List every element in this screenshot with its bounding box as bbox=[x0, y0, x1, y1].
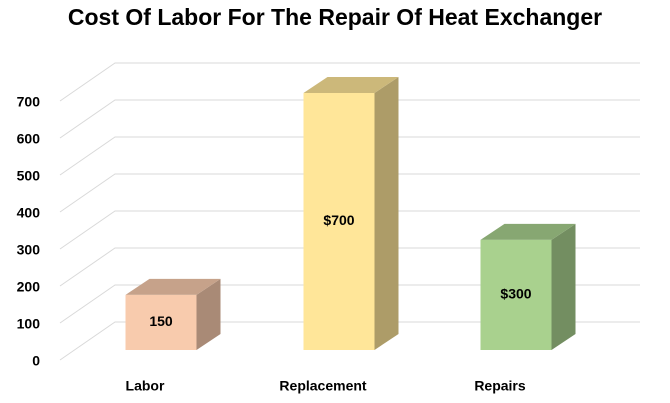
bar-side bbox=[374, 77, 399, 350]
chart-title: Cost Of Labor For The Repair Of Heat Exc… bbox=[68, 4, 602, 30]
grid-line bbox=[59, 321, 640, 361]
y-tick-label: 400 bbox=[17, 205, 41, 221]
x-tick-label: Labor bbox=[126, 378, 165, 394]
grid-line bbox=[59, 136, 640, 176]
y-tick-label: 600 bbox=[17, 131, 41, 147]
grid-line bbox=[59, 99, 640, 139]
bar bbox=[303, 93, 375, 350]
grid-line bbox=[59, 62, 640, 102]
bar-top bbox=[125, 278, 221, 295]
grid-line bbox=[59, 247, 640, 287]
x-tick-label: Repairs bbox=[474, 378, 526, 394]
y-tick-label: 200 bbox=[17, 279, 41, 295]
y-tick-label: 300 bbox=[17, 242, 41, 258]
bar-top bbox=[303, 77, 399, 93]
y-tick-label: 100 bbox=[17, 316, 41, 332]
data-label: $300 bbox=[500, 286, 531, 302]
data-label: $700 bbox=[323, 212, 354, 228]
grid-line bbox=[59, 173, 640, 213]
y-tick-label: 700 bbox=[17, 94, 41, 110]
bar bbox=[125, 294, 197, 350]
x-tick-label: Replacement bbox=[279, 378, 366, 394]
bar-top bbox=[480, 223, 576, 240]
bar bbox=[480, 239, 552, 350]
grid-line bbox=[59, 210, 640, 250]
grid-line bbox=[59, 284, 640, 324]
data-label: 150 bbox=[149, 313, 173, 329]
y-tick-label: 0 bbox=[32, 353, 40, 369]
bar-side bbox=[551, 223, 576, 350]
bar-side bbox=[196, 278, 221, 350]
y-tick-label: 500 bbox=[17, 168, 41, 184]
